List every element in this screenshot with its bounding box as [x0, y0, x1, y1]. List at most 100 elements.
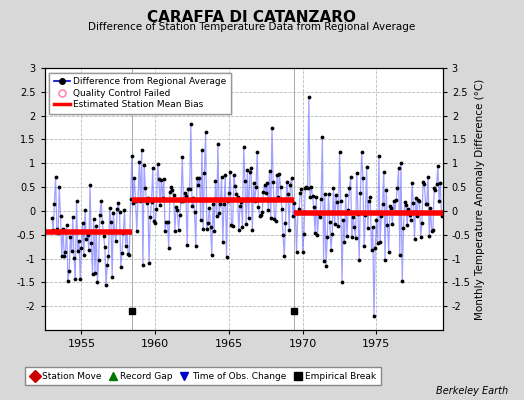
Point: [210, 227, 219, 234]
Point: [122, 243, 130, 249]
Point: [237, 199, 245, 206]
Point: [161, 228, 169, 234]
Point: [295, 206, 303, 212]
Point: [52, 226, 61, 232]
Point: [346, 174, 355, 180]
Point: [360, 243, 368, 250]
Point: [365, 198, 373, 204]
Point: [211, 178, 220, 184]
Point: [291, 209, 300, 215]
Point: [89, 271, 97, 278]
Point: [417, 234, 425, 240]
Point: [188, 203, 196, 209]
Point: [68, 248, 76, 254]
Point: [178, 154, 187, 160]
Point: [420, 181, 429, 187]
Point: [225, 190, 233, 196]
Point: [59, 226, 67, 232]
Point: [238, 223, 247, 230]
Point: [208, 252, 216, 258]
Point: [424, 174, 432, 180]
Point: [66, 233, 74, 240]
Point: [435, 198, 443, 204]
Point: [109, 210, 117, 216]
Text: CARAFFA DI CATANZARO: CARAFFA DI CATANZARO: [147, 10, 356, 25]
Point: [431, 186, 440, 193]
Point: [105, 205, 114, 211]
Point: [281, 220, 290, 226]
Point: [235, 227, 243, 234]
Point: [313, 232, 322, 238]
Point: [196, 217, 205, 224]
Point: [157, 177, 166, 183]
Point: [339, 217, 347, 223]
Point: [306, 194, 314, 200]
Point: [334, 223, 343, 229]
Point: [100, 233, 108, 239]
Point: [172, 204, 180, 210]
Point: [150, 218, 158, 224]
Legend: Difference from Regional Average, Quality Control Failed, Estimated Station Mean: Difference from Regional Average, Qualit…: [49, 72, 231, 114]
Point: [184, 186, 193, 192]
Point: [300, 231, 308, 237]
Point: [149, 165, 157, 172]
Point: [228, 223, 237, 230]
Point: [108, 274, 116, 280]
Y-axis label: Monthly Temperature Anomaly Difference (°C): Monthly Temperature Anomaly Difference (…: [475, 78, 485, 320]
Point: [400, 199, 409, 206]
Point: [232, 190, 241, 197]
Point: [192, 242, 200, 249]
Point: [332, 192, 340, 198]
Point: [418, 220, 426, 226]
Point: [325, 218, 334, 225]
Point: [222, 253, 231, 260]
Point: [91, 270, 99, 276]
Point: [260, 182, 269, 188]
Point: [286, 182, 294, 188]
Point: [285, 227, 293, 233]
Point: [386, 203, 394, 209]
Point: [250, 197, 259, 204]
Point: [276, 184, 285, 190]
Point: [363, 164, 371, 170]
Point: [328, 230, 336, 237]
Point: [263, 180, 271, 186]
Point: [344, 207, 352, 214]
Point: [160, 176, 168, 182]
Point: [253, 149, 261, 155]
Point: [50, 200, 59, 207]
Point: [297, 186, 305, 192]
Point: [112, 238, 120, 245]
Point: [77, 245, 85, 251]
Point: [145, 260, 153, 267]
Point: [371, 245, 379, 252]
Point: [51, 174, 60, 180]
Point: [289, 212, 297, 219]
Point: [80, 252, 88, 258]
Point: [93, 279, 102, 286]
Point: [76, 276, 84, 282]
Point: [374, 240, 382, 246]
Point: [199, 225, 208, 232]
Point: [140, 162, 148, 168]
Point: [71, 276, 80, 282]
Point: [340, 239, 348, 246]
Point: [79, 220, 87, 226]
Point: [290, 200, 298, 206]
Point: [189, 195, 198, 201]
Point: [282, 178, 291, 185]
Point: [429, 227, 437, 233]
Point: [310, 203, 318, 210]
Point: [230, 172, 238, 178]
Point: [409, 200, 418, 206]
Point: [393, 185, 401, 192]
Point: [357, 149, 366, 156]
Point: [404, 206, 412, 212]
Point: [101, 244, 109, 250]
Point: [345, 185, 354, 192]
Point: [119, 230, 127, 236]
Point: [168, 187, 177, 193]
Point: [395, 165, 403, 171]
Point: [307, 184, 315, 190]
Point: [414, 197, 422, 204]
